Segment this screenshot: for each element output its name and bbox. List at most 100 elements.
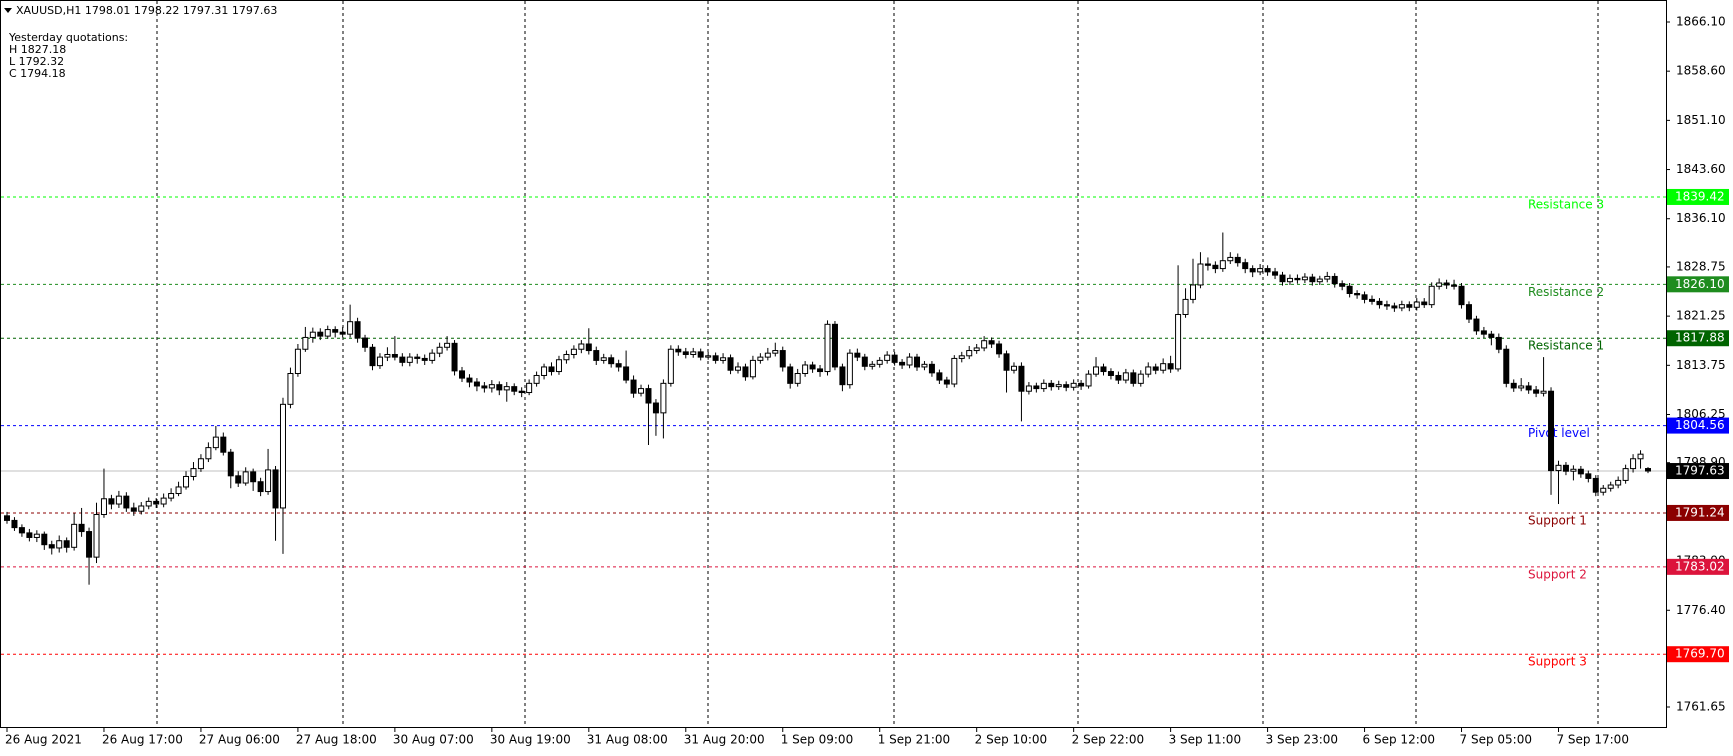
y-tick-label: 1851.10 bbox=[1676, 113, 1726, 127]
candle-body bbox=[1637, 453, 1644, 460]
level-tag-label: 1783.02 bbox=[1675, 559, 1725, 573]
candle-body bbox=[1137, 373, 1144, 384]
candle-body bbox=[734, 366, 741, 371]
candle-body bbox=[339, 331, 346, 335]
candle-body bbox=[682, 351, 689, 355]
candle-body bbox=[153, 500, 160, 505]
candle-body bbox=[914, 356, 921, 368]
candle-body bbox=[406, 356, 413, 363]
candle-body bbox=[86, 531, 93, 558]
candle-body bbox=[1040, 382, 1047, 390]
candle-body bbox=[608, 357, 615, 365]
collapse-arrow bbox=[4, 8, 12, 13]
candle-body bbox=[593, 350, 600, 361]
candle-body bbox=[63, 540, 70, 548]
candle-body bbox=[473, 381, 480, 387]
candle-body bbox=[996, 343, 1003, 355]
level-tag bbox=[1667, 646, 1729, 663]
x-tick-label: 1 Sep 21:00 bbox=[878, 733, 950, 747]
candle-body bbox=[399, 356, 406, 363]
candle-body bbox=[138, 505, 145, 512]
level-label: Resistance 2 bbox=[1528, 285, 1604, 299]
candle-body bbox=[518, 390, 525, 394]
candle-body bbox=[1316, 278, 1323, 283]
y-tick-label: 1858.60 bbox=[1676, 64, 1726, 78]
candle-body bbox=[250, 471, 257, 483]
candle-body bbox=[1003, 353, 1010, 371]
info-line: C 1794.18 bbox=[9, 67, 66, 80]
candle-body bbox=[675, 348, 682, 353]
candle-body bbox=[1391, 305, 1398, 309]
candle-body bbox=[1018, 365, 1025, 392]
candle-body bbox=[1510, 382, 1517, 389]
candle-body bbox=[958, 355, 965, 359]
candle-body bbox=[287, 373, 294, 405]
candle-body bbox=[928, 363, 935, 374]
level-tag bbox=[1667, 276, 1729, 293]
candle-body bbox=[824, 323, 831, 373]
candle-body bbox=[272, 469, 279, 509]
candle-body bbox=[1212, 264, 1219, 270]
candle-body bbox=[921, 363, 928, 368]
candle-body bbox=[1324, 275, 1331, 280]
candle-body bbox=[831, 323, 838, 368]
candle-body bbox=[742, 366, 749, 378]
candle-body bbox=[115, 495, 122, 505]
candle-body bbox=[1480, 330, 1487, 335]
candle-body bbox=[1465, 304, 1472, 320]
candle-body bbox=[951, 357, 958, 385]
y-tick-label: 1761.65 bbox=[1676, 699, 1726, 713]
info-line: L 1792.32 bbox=[9, 55, 64, 68]
candle-body bbox=[332, 329, 339, 333]
candle-body bbox=[347, 321, 354, 335]
candle-body bbox=[749, 359, 756, 378]
candle-body bbox=[1421, 301, 1428, 306]
candle-body bbox=[1622, 468, 1629, 481]
candle-body bbox=[623, 366, 630, 381]
candle-body bbox=[1204, 263, 1211, 266]
candle-body bbox=[1219, 260, 1226, 270]
candle-body bbox=[1548, 390, 1555, 472]
candle-body bbox=[324, 329, 331, 337]
candle-body bbox=[175, 486, 182, 495]
level-tag bbox=[1667, 504, 1729, 521]
y-tick-label: 1828.75 bbox=[1676, 259, 1726, 273]
candle-body bbox=[488, 384, 495, 389]
candle-body bbox=[451, 342, 458, 372]
candle-body bbox=[705, 355, 712, 358]
candle-body bbox=[1063, 384, 1070, 388]
candle-body bbox=[1070, 382, 1077, 388]
candle-body bbox=[227, 451, 234, 477]
candle-body bbox=[1145, 366, 1152, 375]
info-line: Yesterday quotations: bbox=[8, 31, 128, 44]
candle-body bbox=[1592, 477, 1599, 493]
candle-body bbox=[1540, 390, 1547, 394]
candle-body bbox=[459, 370, 466, 379]
candle-body bbox=[526, 382, 533, 394]
y-tick-label: 1806.25 bbox=[1676, 407, 1726, 421]
candle-body bbox=[973, 347, 980, 352]
candle-body bbox=[1369, 298, 1376, 302]
candle-body bbox=[667, 348, 674, 384]
candle-body bbox=[212, 436, 219, 449]
candle-body bbox=[615, 363, 622, 368]
candle-body bbox=[846, 352, 853, 386]
candle-body bbox=[936, 372, 943, 381]
level-tag-label: 1769.70 bbox=[1675, 647, 1725, 661]
candle-body bbox=[1398, 304, 1405, 309]
candle-body bbox=[943, 379, 950, 385]
last-price-tag bbox=[1667, 463, 1729, 480]
level-tag-label: 1804.56 bbox=[1675, 418, 1725, 432]
candle-body bbox=[279, 403, 286, 509]
candle-body bbox=[1615, 479, 1622, 486]
candle-body bbox=[78, 523, 85, 533]
candle-body bbox=[130, 507, 137, 512]
x-tick-label: 27 Aug 18:00 bbox=[296, 733, 377, 747]
candle-body bbox=[1182, 298, 1189, 315]
candle-body bbox=[727, 357, 734, 371]
candle-body bbox=[541, 366, 548, 376]
candle-body bbox=[638, 388, 645, 394]
candle-body bbox=[1085, 373, 1092, 387]
candle-body bbox=[1130, 372, 1137, 384]
